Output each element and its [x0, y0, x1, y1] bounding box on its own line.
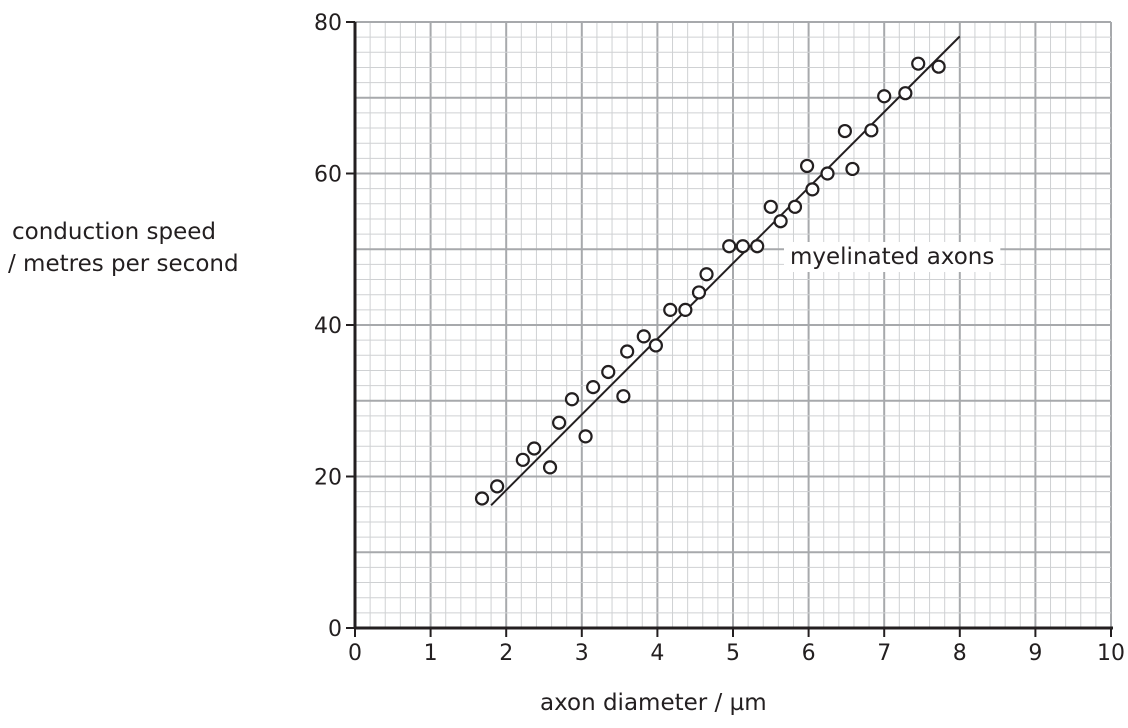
x-tick-label: 3 [575, 641, 589, 666]
y-tick-labels: 0 20 40 60 80 [314, 11, 342, 642]
data-point [750, 239, 765, 254]
x-tick-label: 2 [499, 641, 513, 666]
annotation-background [784, 242, 1001, 272]
data-point [586, 380, 601, 395]
x-tick-label: 9 [1028, 641, 1042, 666]
x-tick-label: 6 [802, 641, 816, 666]
data-point [911, 56, 926, 71]
x-tick-label: 0 [348, 641, 362, 666]
data-point [722, 239, 737, 254]
data-point [787, 199, 803, 214]
chart-axes [346, 21, 1113, 637]
x-axis-label: axon diameter / µm [540, 690, 767, 716]
data-point [515, 452, 530, 467]
y-tick-label: 80 [314, 11, 342, 36]
trend-line [490, 35, 961, 506]
data-point [820, 166, 835, 181]
data-point [735, 239, 750, 254]
y-tick-label: 40 [314, 314, 342, 339]
data-point [699, 267, 714, 282]
y-axis-label-line-2: / metres per second [8, 251, 239, 277]
data-point [799, 158, 815, 174]
data-point [898, 86, 913, 101]
data-point [578, 429, 593, 444]
data-point [931, 59, 946, 74]
annotation-myelinated-axons: myelinated axons [790, 244, 994, 270]
data-points [474, 56, 946, 506]
data-point [837, 123, 852, 139]
x-tick-label: 8 [953, 641, 967, 666]
data-point [864, 123, 879, 138]
data-point [564, 392, 580, 407]
data-point [845, 161, 860, 177]
data-point [527, 441, 542, 456]
y-tick-label: 60 [314, 163, 342, 188]
data-point [474, 491, 490, 506]
data-point [490, 479, 505, 494]
data-point [601, 364, 616, 380]
data-point [648, 338, 663, 353]
data-point [678, 302, 693, 317]
x-tick-labels: 0 1 2 3 4 5 6 7 8 9 10 [348, 641, 1125, 666]
data-point [877, 89, 892, 104]
best-fit-line [490, 35, 961, 506]
data-point [620, 344, 635, 359]
data-point [691, 285, 707, 300]
x-tick-label: 10 [1097, 641, 1125, 666]
y-axis-label: conduction speed / metres per second [8, 216, 276, 280]
data-point [542, 460, 558, 475]
chart-grid [354, 21, 1112, 629]
data-point [552, 415, 567, 430]
data-point [616, 389, 631, 404]
data-point [763, 199, 778, 214]
data-point [773, 214, 788, 229]
y-axis-label-line-1: conduction speed [12, 219, 216, 245]
x-tick-label: 5 [726, 641, 740, 666]
data-point [636, 329, 651, 344]
x-tick-label: 4 [650, 641, 664, 666]
y-tick-label: 20 [314, 466, 342, 491]
data-point [805, 182, 820, 197]
y-tick-label: 0 [328, 617, 342, 642]
data-point [663, 302, 678, 317]
x-tick-label: 1 [424, 641, 438, 666]
x-tick-label: 7 [877, 641, 891, 666]
